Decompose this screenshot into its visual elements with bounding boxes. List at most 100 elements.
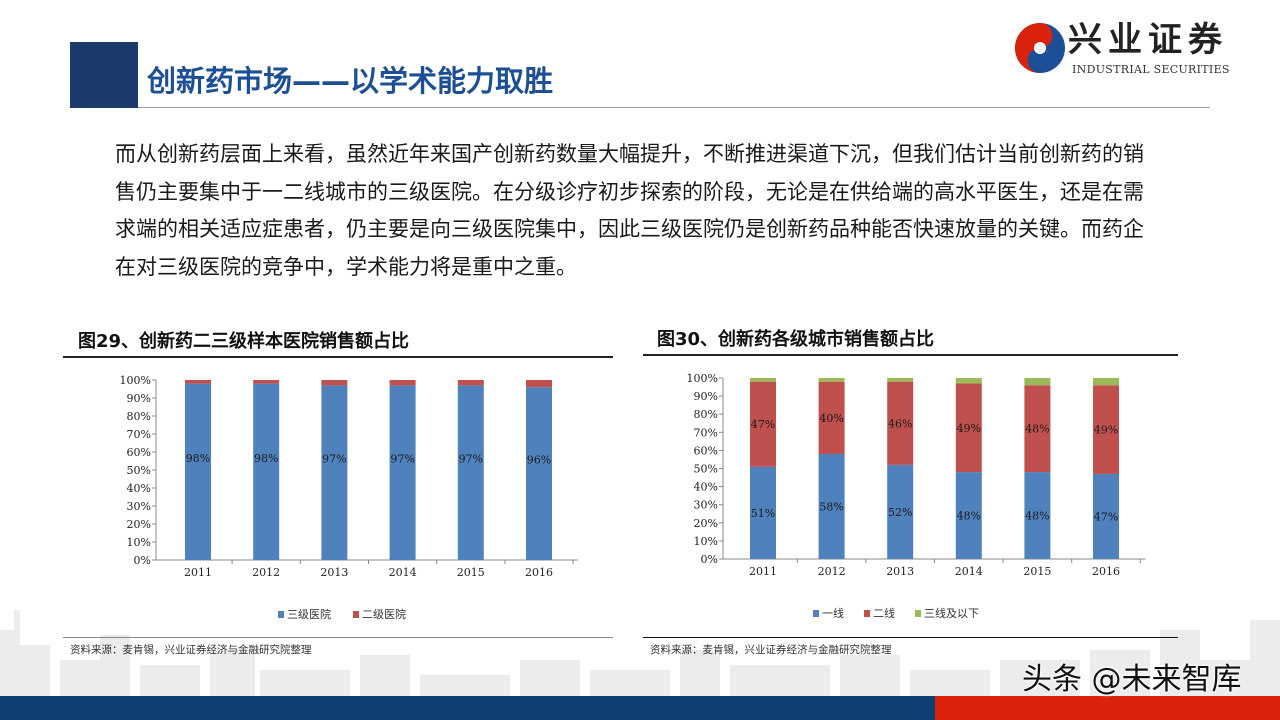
x-tick-label: 2015 <box>1023 565 1051 578</box>
data-label: 48% <box>1025 510 1049 523</box>
bar-二线-2013 <box>887 381 914 465</box>
y-tick-label: 40% <box>127 482 151 495</box>
legend-swatch <box>353 611 359 618</box>
figure-29-chart: 0% 10% 20% 30% 40% 50% 60% 70% 80% 90% 100% 2011 98%… <box>120 374 579 621</box>
y-tick-label: 20% <box>127 518 151 531</box>
legend-label: 三级医院 <box>287 607 331 621</box>
logo-text-cn: 兴业证券 <box>1068 20 1228 60</box>
data-label: 58% <box>819 501 843 514</box>
y-tick-label: 30% <box>127 500 151 513</box>
skyline-background <box>0 610 1280 700</box>
bar-三级医院-2011 <box>185 383 211 560</box>
data-label: 97% <box>459 453 483 466</box>
y-tick-label: 70% <box>127 428 151 441</box>
bar-二线-2012 <box>818 381 845 455</box>
y-tick-label: 50% <box>694 463 718 476</box>
x-tick-label: 2016 <box>1092 565 1120 578</box>
bar-一线-2014 <box>955 472 982 559</box>
y-tick-label: 100% <box>120 374 151 387</box>
y-tick-label: 20% <box>694 517 718 530</box>
data-label: 97% <box>322 453 346 466</box>
y-tick-label: 70% <box>694 426 718 439</box>
bar-一线-2012 <box>818 454 845 559</box>
header-divider <box>138 107 1210 108</box>
data-label: 51% <box>751 507 775 520</box>
legend-swatch <box>915 610 921 617</box>
data-label: 48% <box>1025 423 1049 436</box>
data-label: 47% <box>751 418 775 431</box>
bar-三级医院-2013 <box>321 385 348 560</box>
legend-label: 二线 <box>873 606 895 620</box>
y-tick-label: 80% <box>694 408 718 421</box>
x-tick-label: 2013 <box>886 565 914 578</box>
bar-二级医院-2015 <box>457 380 484 386</box>
bar-三级医院-2014 <box>389 385 416 560</box>
figure-30-chart: 0% 10% 20% 30% 40% 50% 60% 70% 80% 90% 100% 2011 51%… <box>687 372 1146 620</box>
x-tick-label: 2012 <box>252 566 280 579</box>
y-tick-label: 90% <box>694 390 718 403</box>
figure-29-source: 资料来源：麦肯锡，兴业证券经济与金融研究院整理 <box>70 644 312 656</box>
x-tick-label: 2011 <box>749 565 777 578</box>
y-tick-label: 30% <box>694 499 718 512</box>
y-tick-label: 60% <box>694 444 718 457</box>
data-label: 48% <box>957 510 981 523</box>
x-tick-label: 2016 <box>525 566 553 579</box>
bar-二线-2016 <box>1093 385 1119 474</box>
figure-30-title: 图30、创新药各级城市销售额占比 <box>657 329 935 350</box>
y-tick-label: 10% <box>127 536 151 549</box>
logo-text-en: INDUSTRIAL SECURITIES <box>1072 63 1230 76</box>
bar-二级医院-2016 <box>526 380 552 388</box>
bar-二级医院-2011 <box>185 380 211 384</box>
bar-二级医院-2012 <box>253 380 280 384</box>
body-paragraph: 而从创新药层面上来看，虽然近年来国产创新药数量大幅提升，不断推进渠道下沉，但我们… <box>115 142 1144 279</box>
x-tick-label: 2015 <box>457 566 485 579</box>
y-tick-label: 90% <box>127 392 151 405</box>
x-tick-label: 2011 <box>184 566 212 579</box>
bar-二线-2015 <box>1024 385 1051 473</box>
bar-三级医院-2016 <box>526 387 552 560</box>
x-tick-label: 2012 <box>818 565 846 578</box>
y-tick-label: 0% <box>134 554 151 567</box>
bar-二线-2011 <box>750 381 776 467</box>
bar-三级医院-2015 <box>457 385 484 560</box>
x-tick-label: 2013 <box>320 566 348 579</box>
bar-三级医院-2012 <box>253 383 280 560</box>
bar-二线-2014 <box>955 383 982 473</box>
legend-swatch <box>278 611 284 618</box>
figure-29-source-rule <box>63 637 613 638</box>
y-tick-label: 60% <box>127 446 151 459</box>
legend-label: 三线及以下 <box>924 606 979 620</box>
data-label: 49% <box>957 422 981 435</box>
bar-二级医院-2013 <box>321 380 348 386</box>
data-label: 97% <box>390 453 414 466</box>
bar-一线-2011 <box>750 466 776 559</box>
bar-三线及以下-2013 <box>887 378 914 382</box>
data-label: 96% <box>527 454 551 467</box>
x-tick-label: 2014 <box>389 566 417 579</box>
figure-29-title-rule <box>63 356 613 358</box>
data-label: 49% <box>1094 424 1118 437</box>
legend-swatch <box>813 610 819 617</box>
figure-29-title: 图29、创新药二三级样本医院销售额占比 <box>78 331 410 352</box>
legend-label: 一线 <box>822 606 844 620</box>
data-label: 40% <box>819 412 843 425</box>
y-tick-label: 0% <box>701 553 718 566</box>
page-title: 创新药市场——以学术能力取胜 <box>147 64 554 98</box>
header-accent-block <box>70 42 138 108</box>
bar-一线-2016 <box>1093 473 1119 559</box>
y-tick-label: 100% <box>687 372 718 385</box>
bar-二级医院-2014 <box>389 380 416 386</box>
figure-30-source-rule <box>643 637 1178 638</box>
data-label: 46% <box>888 417 912 430</box>
bar-一线-2013 <box>887 464 914 559</box>
bar-三线及以下-2016 <box>1093 378 1119 386</box>
x-tick-label: 2014 <box>955 565 983 578</box>
legend-swatch <box>864 610 870 617</box>
footer-bar-red <box>935 696 1280 720</box>
bar-三线及以下-2012 <box>818 378 845 382</box>
y-tick-label: 50% <box>127 464 151 477</box>
watermark: 头条 @未来智库 <box>1022 662 1242 697</box>
bar-三线及以下-2011 <box>750 378 776 382</box>
data-label: 52% <box>888 506 912 519</box>
bar-三线及以下-2015 <box>1024 378 1051 386</box>
